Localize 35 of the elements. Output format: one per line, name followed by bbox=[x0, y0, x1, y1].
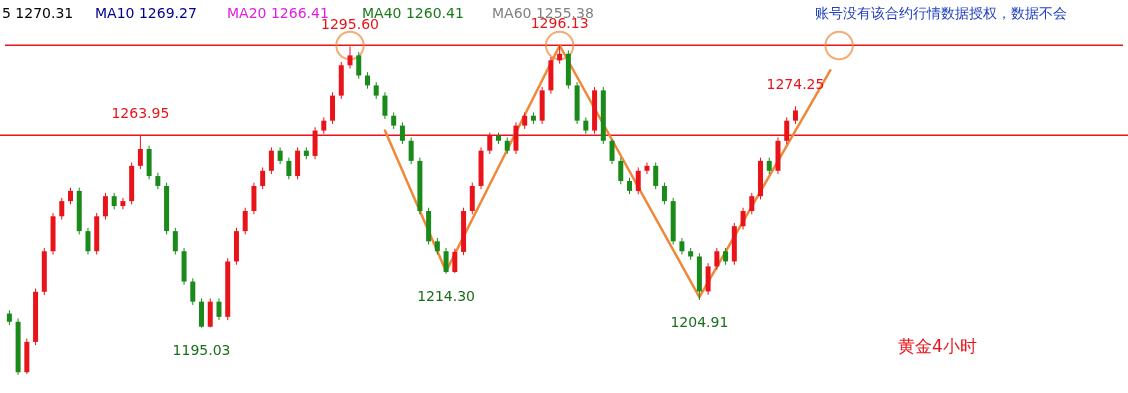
candlestick bbox=[653, 162, 659, 190]
candlestick bbox=[286, 157, 292, 180]
annotation: 1195.03 bbox=[172, 341, 231, 358]
candlestick bbox=[635, 166, 641, 195]
candlestick bbox=[242, 207, 248, 235]
candlestick bbox=[268, 146, 274, 175]
candlestick bbox=[749, 192, 755, 215]
candlestick bbox=[452, 248, 458, 274]
candlestick bbox=[740, 207, 746, 230]
candlestick bbox=[172, 227, 178, 256]
candlestick bbox=[120, 197, 126, 210]
annotation: 1214.30 bbox=[417, 287, 476, 304]
candlestick bbox=[714, 247, 720, 271]
candlestick bbox=[408, 136, 414, 165]
text: 账号没有该合约行情数据授权，数据不会 bbox=[815, 5, 1067, 21]
candlestick bbox=[618, 157, 624, 185]
annotation: 黄金4小时 bbox=[898, 336, 977, 356]
candlestick bbox=[260, 166, 266, 190]
candlestick bbox=[443, 247, 449, 275]
candlestick bbox=[85, 227, 91, 256]
candlestick bbox=[644, 162, 650, 175]
annotation: 1204.91 bbox=[670, 314, 729, 331]
candlestick bbox=[102, 192, 108, 221]
candlestick bbox=[399, 121, 405, 145]
candlestick bbox=[661, 182, 667, 205]
candlestick bbox=[609, 138, 615, 165]
candlestick bbox=[59, 197, 65, 221]
annotation: 1263.95 bbox=[111, 105, 170, 122]
text: MA10 1269.27 bbox=[95, 5, 197, 21]
annotation: 1274.25 bbox=[766, 76, 825, 93]
candlestick bbox=[382, 91, 388, 120]
candlestick bbox=[216, 297, 222, 321]
text: 5 1270.31 bbox=[2, 5, 74, 21]
candlestick bbox=[356, 51, 362, 80]
candlestick bbox=[190, 277, 196, 306]
